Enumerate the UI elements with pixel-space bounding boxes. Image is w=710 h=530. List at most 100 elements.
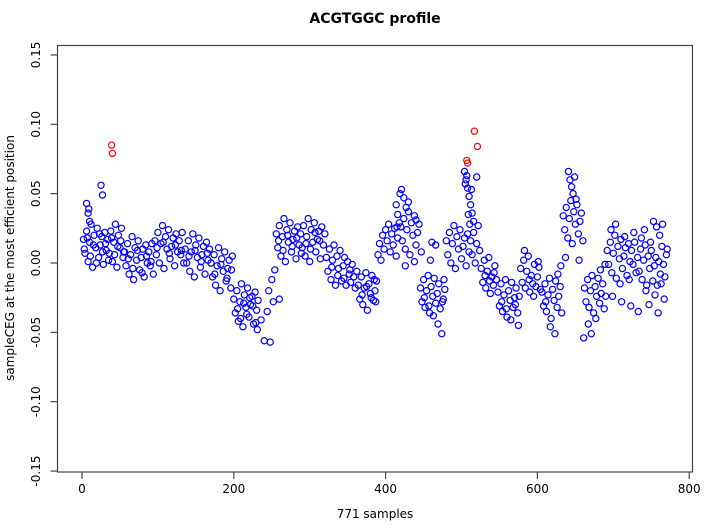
data-point-samples bbox=[397, 223, 405, 231]
data-point-samples bbox=[395, 219, 403, 227]
data-point-samples bbox=[654, 309, 662, 317]
data-point-samples bbox=[149, 270, 157, 278]
data-point-samples bbox=[280, 214, 288, 223]
data-point-samples bbox=[303, 232, 311, 241]
data-point-samples bbox=[633, 253, 642, 262]
data-point-samples bbox=[306, 245, 315, 253]
data-point-samples bbox=[201, 270, 209, 278]
data-point-samples bbox=[372, 298, 380, 306]
data-point-samples bbox=[445, 228, 454, 237]
data-point-samples bbox=[502, 305, 510, 313]
data-point-samples bbox=[252, 306, 261, 314]
data-point-samples bbox=[260, 337, 268, 345]
data-point-samples bbox=[166, 255, 174, 263]
data-point-samples bbox=[400, 214, 408, 223]
data-point-samples bbox=[339, 262, 347, 270]
data-point-samples bbox=[620, 252, 628, 260]
data-point-samples bbox=[555, 292, 563, 300]
data-point-samples bbox=[587, 330, 596, 338]
data-point-samples bbox=[611, 231, 619, 239]
data-point-samples bbox=[583, 275, 592, 284]
data-point-samples bbox=[636, 245, 645, 253]
data-point-samples bbox=[318, 223, 326, 231]
data-point-samples bbox=[333, 252, 341, 260]
data-point-samples bbox=[393, 223, 401, 231]
y-axis-tick-label: 0.00 bbox=[29, 250, 43, 277]
data-point-samples bbox=[327, 275, 335, 284]
data-point-samples bbox=[471, 259, 479, 267]
data-point-samples bbox=[625, 275, 633, 284]
data-point-samples bbox=[398, 237, 406, 245]
data-point-samples bbox=[138, 269, 146, 277]
data-point-samples bbox=[296, 230, 305, 238]
data-point-samples bbox=[574, 230, 583, 238]
data-point-samples bbox=[176, 250, 185, 259]
data-point-samples bbox=[158, 221, 167, 230]
data-point-samples bbox=[272, 230, 280, 238]
data-point-samples bbox=[629, 260, 637, 269]
data-point-samples bbox=[427, 282, 435, 291]
data-point-samples bbox=[479, 278, 487, 287]
data-point-samples bbox=[511, 300, 520, 309]
data-point-samples bbox=[288, 242, 296, 251]
data-point-samples bbox=[120, 248, 129, 256]
data-point-samples bbox=[195, 234, 203, 242]
data-point-samples bbox=[609, 249, 618, 257]
data-point-samples bbox=[534, 257, 542, 266]
data-point-samples bbox=[101, 239, 110, 248]
data-point-samples bbox=[328, 263, 336, 271]
data-point-samples bbox=[467, 185, 476, 194]
data-point-samples bbox=[322, 253, 331, 262]
data-point-samples bbox=[370, 275, 378, 284]
data-point-samples bbox=[389, 241, 397, 249]
data-point-samples bbox=[637, 234, 646, 242]
data-point-samples bbox=[210, 250, 218, 259]
data-point-samples bbox=[618, 264, 627, 273]
data-point-samples bbox=[97, 181, 105, 189]
data-point-samples bbox=[227, 266, 236, 274]
data-point-samples bbox=[181, 245, 189, 253]
data-point-samples bbox=[507, 278, 516, 287]
data-point-samples bbox=[424, 271, 432, 280]
data-point-highlighted-outliers bbox=[470, 127, 479, 135]
data-point-samples bbox=[564, 234, 572, 242]
data-point-samples bbox=[592, 314, 600, 323]
data-point-samples bbox=[413, 228, 422, 237]
data-point-samples bbox=[117, 224, 126, 232]
data-point-samples bbox=[171, 241, 180, 249]
data-point-samples bbox=[570, 207, 578, 216]
data-point-samples bbox=[586, 287, 595, 295]
data-point-samples bbox=[186, 267, 194, 275]
data-point-samples bbox=[557, 262, 565, 270]
data-point-samples bbox=[444, 250, 452, 259]
data-point-samples bbox=[638, 275, 646, 284]
data-point-samples bbox=[489, 281, 498, 289]
data-point-samples bbox=[495, 302, 504, 310]
data-point-samples bbox=[185, 252, 193, 260]
data-point-samples bbox=[515, 292, 523, 300]
data-point-samples bbox=[585, 303, 593, 312]
data-point-samples bbox=[392, 200, 400, 209]
data-point-samples bbox=[328, 256, 337, 264]
data-point-samples bbox=[606, 238, 615, 246]
data-point-samples bbox=[108, 257, 117, 266]
data-point-samples bbox=[388, 230, 396, 238]
y-axis-tick-label: 0.10 bbox=[29, 111, 43, 138]
data-point-samples bbox=[147, 257, 155, 266]
data-point-samples bbox=[290, 227, 299, 235]
data-point-samples bbox=[517, 264, 525, 273]
data-point-samples bbox=[463, 184, 472, 192]
data-point-samples bbox=[465, 192, 473, 201]
data-point-samples bbox=[661, 273, 669, 281]
data-point-samples bbox=[159, 238, 167, 246]
data-point-samples bbox=[438, 298, 447, 306]
data-point-samples bbox=[419, 275, 428, 284]
data-point-samples bbox=[133, 246, 142, 255]
data-point-highlighted-outliers bbox=[108, 149, 117, 158]
data-point-samples bbox=[199, 242, 208, 251]
data-point-samples bbox=[481, 271, 489, 280]
data-point-samples bbox=[292, 255, 300, 263]
data-point-samples bbox=[205, 245, 214, 253]
data-point-samples bbox=[99, 260, 108, 269]
